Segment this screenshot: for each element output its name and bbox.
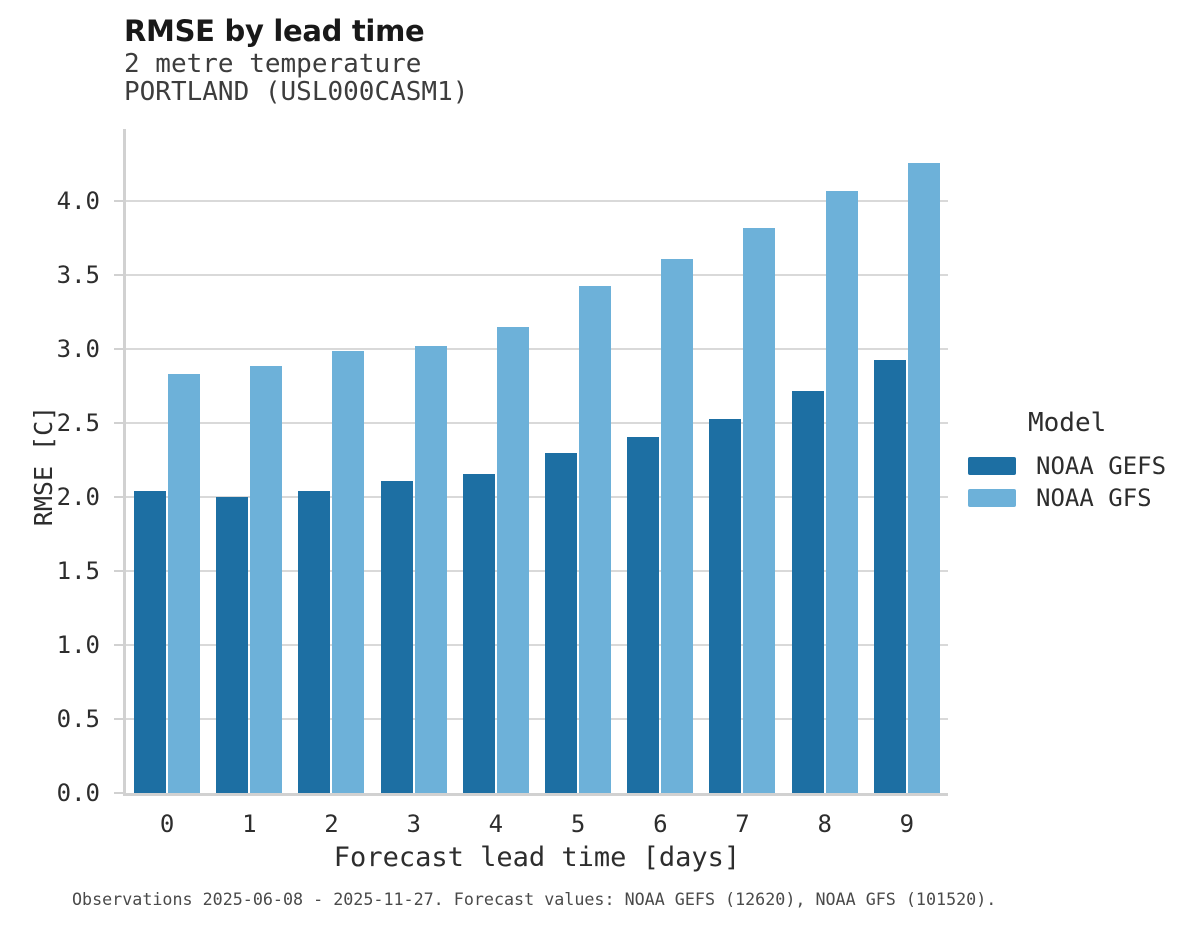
x-tick-label: 9 (899, 810, 915, 838)
bar-group (208, 129, 290, 793)
bar-noaa-gfs (743, 228, 776, 793)
chart-title: RMSE by lead time (124, 14, 425, 48)
bar-noaa-gfs (496, 327, 529, 793)
x-tick-label: 4 (488, 810, 504, 838)
x-tick-label: 8 (817, 810, 832, 838)
bar-noaa-gfs (168, 374, 201, 793)
bar-noaa-gefs (380, 480, 413, 793)
chart-subtitle-variable: 2 metre temperature (124, 49, 422, 79)
y-tick-label: 4.0 (56, 187, 100, 216)
bar-noaa-gefs (298, 491, 331, 793)
bar-group (290, 129, 372, 793)
gridline (126, 200, 948, 203)
y-tick-label: 0.0 (56, 779, 100, 807)
x-tick-label: 2 (324, 810, 339, 838)
bar-noaa-gfs (825, 191, 858, 793)
bar-noaa-gfs (414, 346, 447, 793)
x-tick-label: 3 (406, 810, 421, 838)
bar-group (373, 129, 455, 793)
bar-group (126, 129, 208, 793)
x-tick-label: 1 (242, 810, 257, 838)
bar-group (701, 129, 783, 793)
legend-title: Model (1028, 408, 1107, 438)
gridline (126, 496, 948, 499)
bar-group (619, 129, 701, 793)
y-tick-mark (114, 274, 123, 277)
bar-group (866, 129, 948, 793)
y-tick-mark (114, 644, 123, 647)
bar-group (455, 129, 537, 793)
y-tick-label: 2.0 (56, 483, 100, 512)
gridline (126, 718, 948, 721)
y-tick-mark (114, 792, 123, 794)
bar-noaa-gefs (709, 418, 742, 793)
y-tick-mark (114, 348, 123, 351)
bar-noaa-gfs (250, 365, 283, 793)
x-tick-label: 5 (570, 810, 586, 838)
bar-noaa-gfs (332, 350, 365, 793)
bar-group (537, 129, 619, 793)
bar-noaa-gefs (216, 497, 249, 793)
bar-group (784, 129, 866, 793)
gridline (126, 422, 948, 425)
x-tick-label: 0 (159, 810, 175, 838)
legend-swatch-noaa-gfs (968, 489, 1016, 507)
bar-noaa-gfs (907, 162, 940, 793)
y-axis-title: RMSE [C] (29, 405, 58, 527)
legend-item: NOAA GFS (968, 486, 1152, 510)
y-tick-mark (114, 496, 123, 499)
y-tick-label: 3.5 (56, 261, 100, 290)
bar-noaa-gefs (873, 359, 906, 793)
y-tick-mark (114, 718, 123, 721)
y-tick-label: 1.5 (56, 557, 100, 586)
bar-noaa-gefs (462, 473, 495, 793)
y-tick-label: 0.5 (56, 705, 100, 734)
gridline (126, 348, 948, 351)
gridline (126, 644, 948, 647)
chart-subtitle-station: PORTLAND (USL000CASM1) (124, 77, 469, 107)
x-tick-label: 7 (735, 810, 750, 838)
x-axis-title: Forecast lead time [days] (333, 842, 741, 873)
bar-noaa-gfs (661, 259, 694, 793)
y-tick-label: 2.5 (56, 409, 100, 438)
footer-note: Observations 2025-06-08 - 2025-11-27. Fo… (72, 889, 997, 909)
y-tick-mark (114, 200, 123, 203)
gridline (126, 570, 948, 573)
y-tick-label: 3.0 (56, 335, 100, 364)
y-tick-mark (114, 422, 123, 425)
bar-noaa-gfs (579, 285, 612, 793)
gridline (126, 274, 948, 277)
x-tick-label: 6 (653, 810, 668, 838)
legend-item: NOAA GEFS (968, 454, 1166, 478)
legend-item-label: NOAA GFS (1036, 484, 1152, 512)
bar-noaa-gefs (545, 452, 578, 793)
legend-swatch-noaa-gefs (968, 457, 1016, 475)
bar-noaa-gefs (627, 436, 660, 793)
y-tick-label: 1.0 (56, 631, 100, 660)
bar-noaa-gefs (134, 491, 167, 793)
legend-item-label: NOAA GEFS (1036, 452, 1167, 480)
plot-area (123, 129, 948, 796)
y-tick-mark (114, 570, 123, 573)
bar-noaa-gefs (791, 390, 824, 793)
